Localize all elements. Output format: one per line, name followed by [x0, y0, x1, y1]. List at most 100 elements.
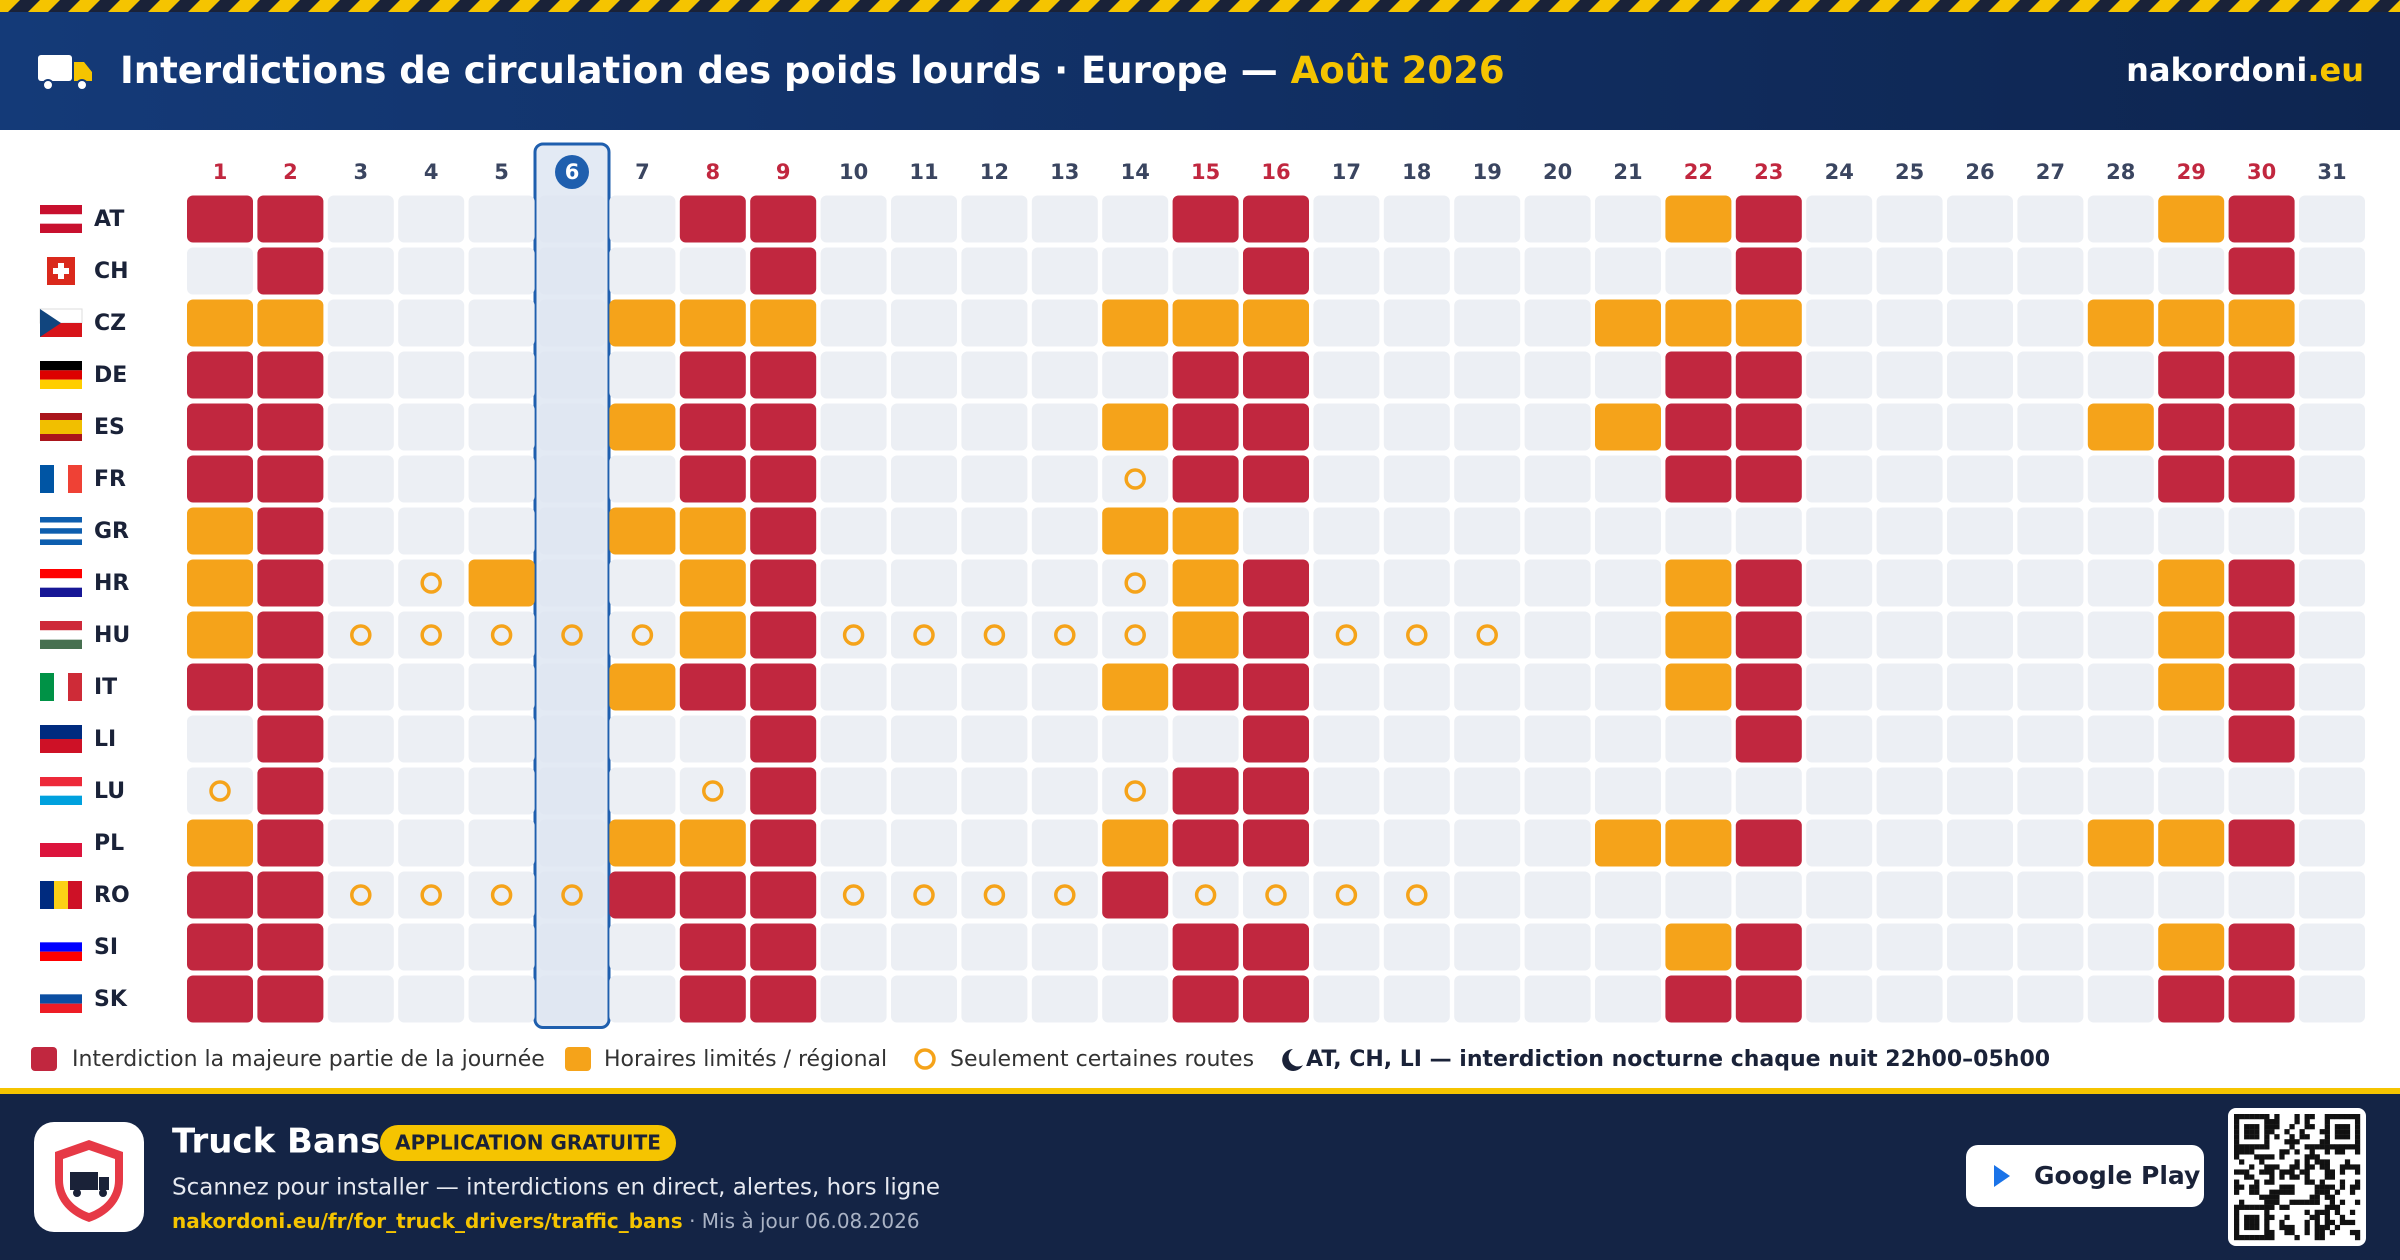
empty-cell: [1806, 663, 1873, 711]
empty-cell: [1243, 507, 1309, 555]
url[interactable]: nakordoni.eu/fr/for_truck_drivers/traffi…: [172, 1209, 683, 1233]
qr-module: [2234, 1129, 2240, 1135]
qr-module: [2354, 1164, 2361, 1170]
qr-module: [2334, 1209, 2341, 1215]
qr-module: [2324, 1149, 2330, 1155]
ban-cell: [1172, 611, 1239, 659]
ban-cell: [257, 195, 324, 243]
ban-cell: [1102, 871, 1169, 919]
empty-cell: [1313, 767, 1380, 815]
qr-module: [2269, 1229, 2275, 1236]
day-label: 12: [980, 160, 1009, 184]
ban-cell: [1172, 299, 1239, 347]
qr-module: [2269, 1194, 2275, 1200]
empty-cell: [1031, 923, 1098, 971]
day-label: 28: [2106, 160, 2135, 184]
day-label: 6: [565, 160, 580, 184]
empty-cell: [1806, 403, 1873, 451]
ban-cell: [1243, 819, 1309, 867]
ban-cell: [2228, 195, 2295, 243]
qr-module: [2314, 1159, 2320, 1165]
empty-cell: [327, 455, 394, 503]
flag-part: [40, 639, 82, 649]
ban-cell: [750, 247, 817, 295]
qr-module: [2249, 1234, 2255, 1241]
route-ring: [350, 624, 372, 646]
store-label[interactable]: Google Play: [2034, 1161, 2200, 1190]
empty-cell: [1313, 975, 1380, 1023]
ban-cell: [1665, 611, 1732, 659]
empty-cell: [2228, 871, 2295, 919]
empty-cell: [820, 299, 887, 347]
empty-cell: [1947, 195, 2013, 243]
empty-cell: [2299, 819, 2365, 867]
empty-cell: [1524, 351, 1591, 399]
day-label: 21: [1613, 160, 1642, 184]
empty-cell: [1524, 715, 1591, 763]
qr-module: [2254, 1134, 2260, 1140]
store-button-bg[interactable]: [1966, 1145, 2204, 1207]
ban-cell: [679, 611, 746, 659]
qr-module: [2264, 1169, 2270, 1175]
country-code: ES: [94, 415, 125, 440]
flag-part: [40, 673, 54, 701]
empty-cell: [1806, 611, 1873, 659]
ban-cell: [187, 819, 253, 867]
route-ring: [983, 624, 1006, 646]
qr-module: [2279, 1169, 2285, 1175]
qr-module: [2324, 1159, 2330, 1165]
empty-cell: [1031, 975, 1098, 1023]
empty-cell: [1172, 871, 1239, 919]
legend-swatch: [31, 1047, 57, 1071]
empty-cell: [1313, 715, 1380, 763]
flag-part: [40, 777, 82, 787]
flag-part: [40, 223, 82, 233]
qr-module: [2354, 1234, 2361, 1241]
empty-cell: [961, 767, 1028, 815]
qr-module: [2239, 1169, 2245, 1175]
empty-cell: [820, 923, 887, 971]
flag-part: [40, 578, 82, 588]
qr-module: [2269, 1204, 2275, 1210]
empty-cell: [1454, 507, 1521, 555]
store-button[interactable]: Google Play: [1966, 1145, 2204, 1207]
qr-module: [2309, 1199, 2315, 1205]
ban-cell: [2228, 819, 2295, 867]
empty-cell: [891, 871, 957, 919]
empty-cell: [891, 923, 957, 971]
empty-cell: [820, 247, 887, 295]
ban-cell: [257, 403, 324, 451]
empty-cell: [609, 455, 676, 503]
ban-cell: [257, 247, 324, 295]
ban-cell: [1735, 351, 1802, 399]
empty-cell: [1595, 559, 1661, 607]
empty-cell: [539, 559, 605, 607]
empty-cell: [1102, 923, 1169, 971]
qr-module: [2339, 1114, 2346, 1120]
qr-module: [2234, 1144, 2240, 1150]
empty-cell: [2087, 767, 2154, 815]
qr-module: [2304, 1219, 2310, 1226]
empty-cell: [2299, 455, 2365, 503]
flag-part: [40, 379, 82, 389]
qr-module: [2304, 1124, 2310, 1130]
ban-cell: [468, 559, 535, 607]
empty-cell: [961, 195, 1028, 243]
empty-cell: [2017, 195, 2084, 243]
empty-cell: [1383, 247, 1450, 295]
qr-module: [2314, 1189, 2320, 1195]
day-label: 22: [1684, 160, 1713, 184]
empty-cell: [1031, 455, 1098, 503]
ban-cell: [1665, 559, 1732, 607]
empty-cell: [961, 403, 1028, 451]
flag-part: [40, 829, 82, 843]
flag: [40, 465, 82, 493]
empty-cell: [2299, 351, 2365, 399]
ban-cell: [2228, 247, 2295, 295]
qr-module: [2354, 1184, 2361, 1190]
empty-cell: [891, 247, 957, 295]
day-label: 10: [839, 160, 868, 184]
qr-module: [2334, 1224, 2341, 1231]
empty-cell: [1383, 663, 1450, 711]
ban-cell: [187, 611, 253, 659]
